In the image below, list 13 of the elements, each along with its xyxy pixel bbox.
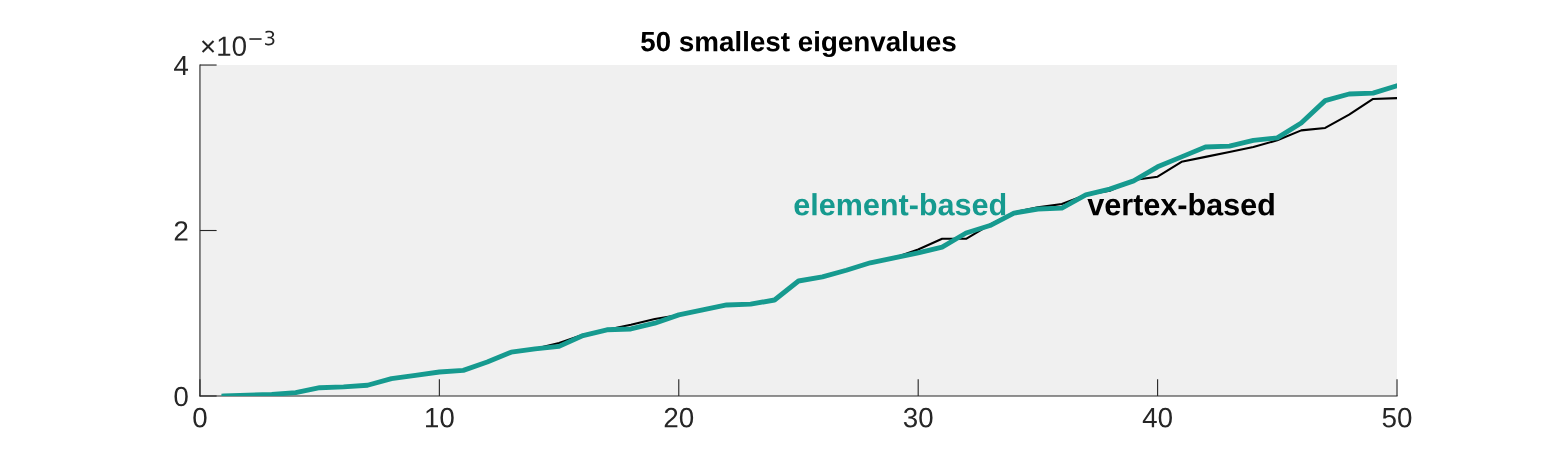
series-label: element-based [794, 193, 1006, 216]
x-tick-label: 40 [1142, 407, 1172, 428]
x-tick-label: 0 [193, 407, 207, 428]
text: ×10$^{−3}$ [201, 30, 275, 57]
y-tick-label: 4 [174, 55, 189, 76]
y-tick-label: 0 [174, 386, 188, 407]
x-tick-label: 20 [664, 407, 694, 428]
y-tick-label: 2 [174, 221, 188, 241]
chart-title: 50 smallest eigenvalues [641, 31, 956, 58]
series-label: vertex-based [1087, 193, 1274, 216]
x-tick-label: 30 [903, 407, 933, 428]
x-tick-label: 10 [426, 407, 454, 428]
x-tick-label: 50 [1382, 407, 1412, 428]
